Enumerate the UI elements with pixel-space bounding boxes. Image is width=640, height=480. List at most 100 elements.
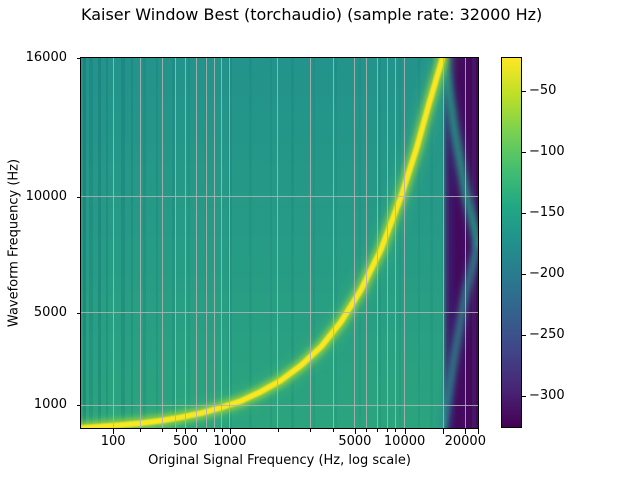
x-tick [477, 429, 479, 434]
striation [358, 58, 361, 428]
y-gridline [81, 312, 478, 314]
colorbar-tick [522, 335, 526, 337]
y-tick [77, 312, 81, 314]
x-tick-label: 100 [100, 434, 126, 449]
x-tick [140, 429, 142, 432]
x-tick [196, 429, 198, 432]
x-tick-label: 500 [172, 434, 198, 449]
x-tick [443, 429, 445, 434]
x-tick [377, 429, 379, 432]
sweep-curve [81, 58, 445, 428]
x-gridline [161, 58, 163, 428]
x-gridline [196, 58, 198, 428]
x-tick [277, 429, 279, 432]
x-gridline [404, 58, 406, 428]
striation [313, 58, 316, 428]
colorbar-tick [522, 213, 526, 214]
colorbar-gradient [502, 58, 521, 427]
x-gridline [205, 58, 207, 428]
striation [98, 58, 102, 428]
x-gridline [332, 58, 334, 428]
x-tick [185, 429, 187, 434]
colorbar-tick-label: −250 [529, 327, 565, 343]
x-gridline [394, 58, 396, 428]
x-tick [395, 429, 397, 432]
x-tick [366, 429, 368, 432]
x-gridline [376, 58, 378, 428]
striation [142, 58, 146, 428]
colorbar-tick-label: −50 [529, 82, 557, 98]
striation [398, 58, 401, 428]
x-gridline [229, 58, 231, 428]
x-gridline [175, 58, 177, 428]
striation [88, 58, 93, 428]
colorbar-tick-label: −300 [529, 388, 565, 403]
band-streak [449, 58, 456, 428]
colorbar-tick [522, 273, 526, 275]
striation [131, 58, 133, 428]
x-gridline [365, 58, 367, 428]
x-tick [310, 429, 312, 432]
x-tick [113, 429, 115, 434]
y-tick-label: 1000 [33, 397, 67, 413]
spectral-striations [81, 58, 478, 428]
y-tick-label: 16000 [25, 50, 67, 65]
striation [270, 58, 272, 428]
striation [188, 58, 191, 428]
x-tick [387, 429, 389, 432]
striation [249, 58, 253, 428]
sweep-curve-svg [81, 58, 478, 428]
x-gridline [277, 58, 279, 428]
colorbar-tick [522, 396, 526, 397]
x-gridline [309, 58, 311, 428]
x-gridline [139, 58, 141, 428]
x-tick [206, 429, 208, 432]
heatmap-background [81, 58, 478, 428]
x-gridline [354, 58, 356, 428]
grid-lines [81, 58, 478, 428]
x-tick [229, 429, 231, 434]
spectrogram-plot [80, 57, 479, 429]
striation [430, 58, 434, 428]
x-tick [213, 429, 215, 432]
band-streak [461, 58, 467, 428]
y-tick [77, 58, 81, 59]
chart-title: Kaiser Window Best (torchaudio) (sample … [81, 5, 543, 24]
x-tick [221, 429, 223, 432]
striation [120, 58, 125, 428]
colorbar-tick-label: −100 [529, 144, 565, 160]
x-tick [175, 429, 177, 432]
x-tick [354, 429, 356, 434]
x-gridline [386, 58, 388, 428]
striation [418, 58, 421, 428]
x-axis-label: Original Signal Frequency (Hz, log scale… [148, 453, 411, 468]
y-gridline [81, 196, 478, 198]
colorbar-tick [522, 90, 526, 92]
x-tick [465, 429, 467, 434]
y-tick-label: 5000 [33, 304, 67, 320]
x-tick-label: 5000 [338, 434, 372, 449]
x-gridline [442, 58, 444, 428]
alias-curve-falling-core [441, 58, 478, 246]
x-gridline [464, 58, 466, 428]
striation [156, 58, 159, 428]
colorbar-tick-label: −200 [529, 265, 565, 281]
x-tick-label: 1000 [213, 434, 247, 449]
striation [82, 58, 86, 428]
x-tick [161, 429, 163, 432]
x-tick [333, 429, 335, 432]
colorbar [501, 57, 522, 428]
x-gridline [213, 58, 215, 428]
x-gridline [112, 58, 114, 428]
striation [105, 58, 108, 428]
colorbar-tick [522, 152, 526, 154]
y-axis-label: Waveform Frequency (Hz) [6, 158, 22, 328]
y-tick [77, 196, 81, 198]
alias-curve-rising-core [440, 240, 478, 428]
x-tick [404, 429, 406, 434]
striation [335, 58, 338, 428]
x-gridline [184, 58, 186, 428]
x-tick-label: 10000 [383, 434, 426, 449]
colorbar-tick-label: −150 [529, 205, 565, 220]
